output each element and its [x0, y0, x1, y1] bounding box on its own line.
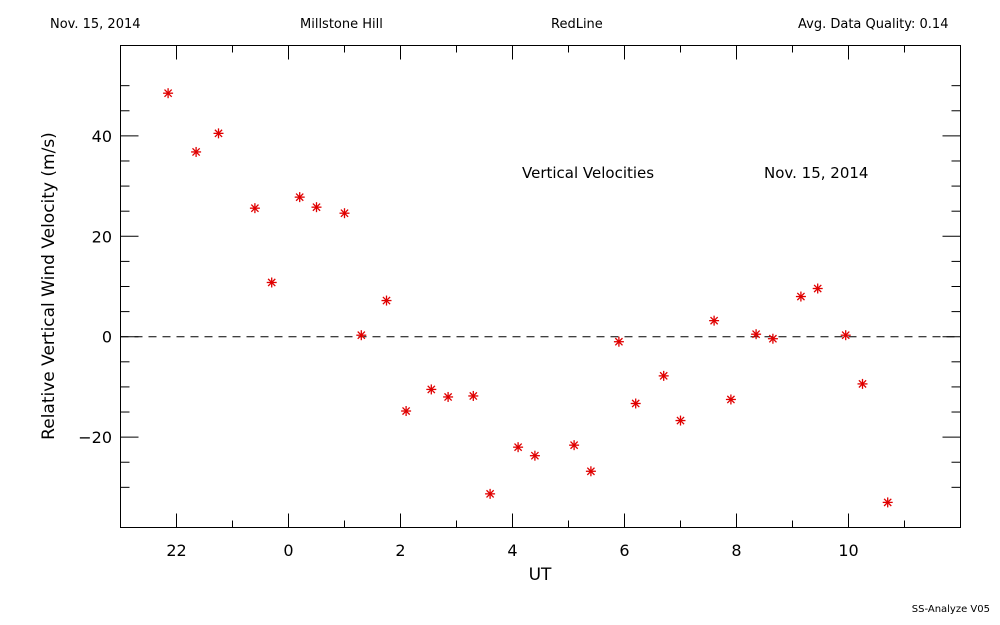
data-point — [812, 283, 823, 294]
data-point — [468, 390, 479, 401]
data-point — [725, 394, 736, 405]
data-point — [751, 329, 762, 340]
data-point — [426, 384, 437, 395]
x-tick-label: 0 — [283, 541, 293, 560]
y-tick-labels: −20 0 20 40 — [78, 127, 112, 447]
data-point — [249, 203, 260, 214]
data-point — [213, 128, 224, 139]
data-point — [513, 442, 524, 453]
x-tick-label: 10 — [838, 541, 858, 560]
data-point — [795, 291, 806, 302]
y-tick-label: 40 — [92, 127, 112, 146]
data-points — [163, 88, 893, 508]
annotation-title: Vertical Velocities — [522, 164, 654, 182]
data-point — [266, 277, 277, 288]
data-point — [569, 440, 580, 451]
data-point — [709, 315, 720, 326]
annotation-date: Nov. 15, 2014 — [764, 164, 868, 182]
data-point — [294, 192, 305, 203]
data-point — [675, 415, 686, 426]
y-axis-label: Relative Vertical Wind Velocity (m/s) — [39, 132, 59, 440]
data-point — [443, 391, 454, 402]
data-point — [630, 398, 641, 409]
y-tick-label: −20 — [78, 428, 112, 447]
header-date: Nov. 15, 2014 — [50, 17, 141, 32]
x-tick-label: 22 — [166, 541, 186, 560]
data-point — [857, 378, 868, 389]
x-tick-label: 8 — [731, 541, 741, 560]
data-point — [767, 333, 778, 344]
x-tick-label: 6 — [619, 541, 629, 560]
footer-software-version: SS-Analyze V05 — [911, 604, 990, 615]
data-point — [613, 336, 624, 347]
header-emission-line: RedLine — [551, 17, 603, 32]
data-point — [882, 497, 893, 508]
header-data-quality: Avg. Data Quality: 0.14 — [798, 17, 949, 32]
data-point — [401, 406, 412, 417]
data-point — [485, 488, 496, 499]
plot-frame — [120, 45, 961, 528]
header-site: Millstone Hill — [300, 17, 383, 32]
axis-ticks — [120, 45, 961, 528]
data-point — [311, 202, 322, 213]
data-point — [339, 208, 350, 219]
data-point — [356, 330, 367, 341]
y-tick-label: 20 — [92, 227, 112, 246]
x-axis-label: UT — [529, 565, 552, 585]
x-tick-label: 2 — [395, 541, 405, 560]
data-point — [381, 295, 392, 306]
data-point — [840, 330, 851, 341]
data-point — [529, 450, 540, 461]
data-point — [163, 88, 174, 99]
data-point — [658, 370, 669, 381]
y-tick-label: 0 — [102, 328, 112, 347]
x-tick-labels: 22 0 2 4 6 8 10 — [166, 541, 858, 560]
x-tick-label: 4 — [507, 541, 517, 560]
data-point — [585, 466, 596, 477]
data-point — [191, 146, 202, 157]
